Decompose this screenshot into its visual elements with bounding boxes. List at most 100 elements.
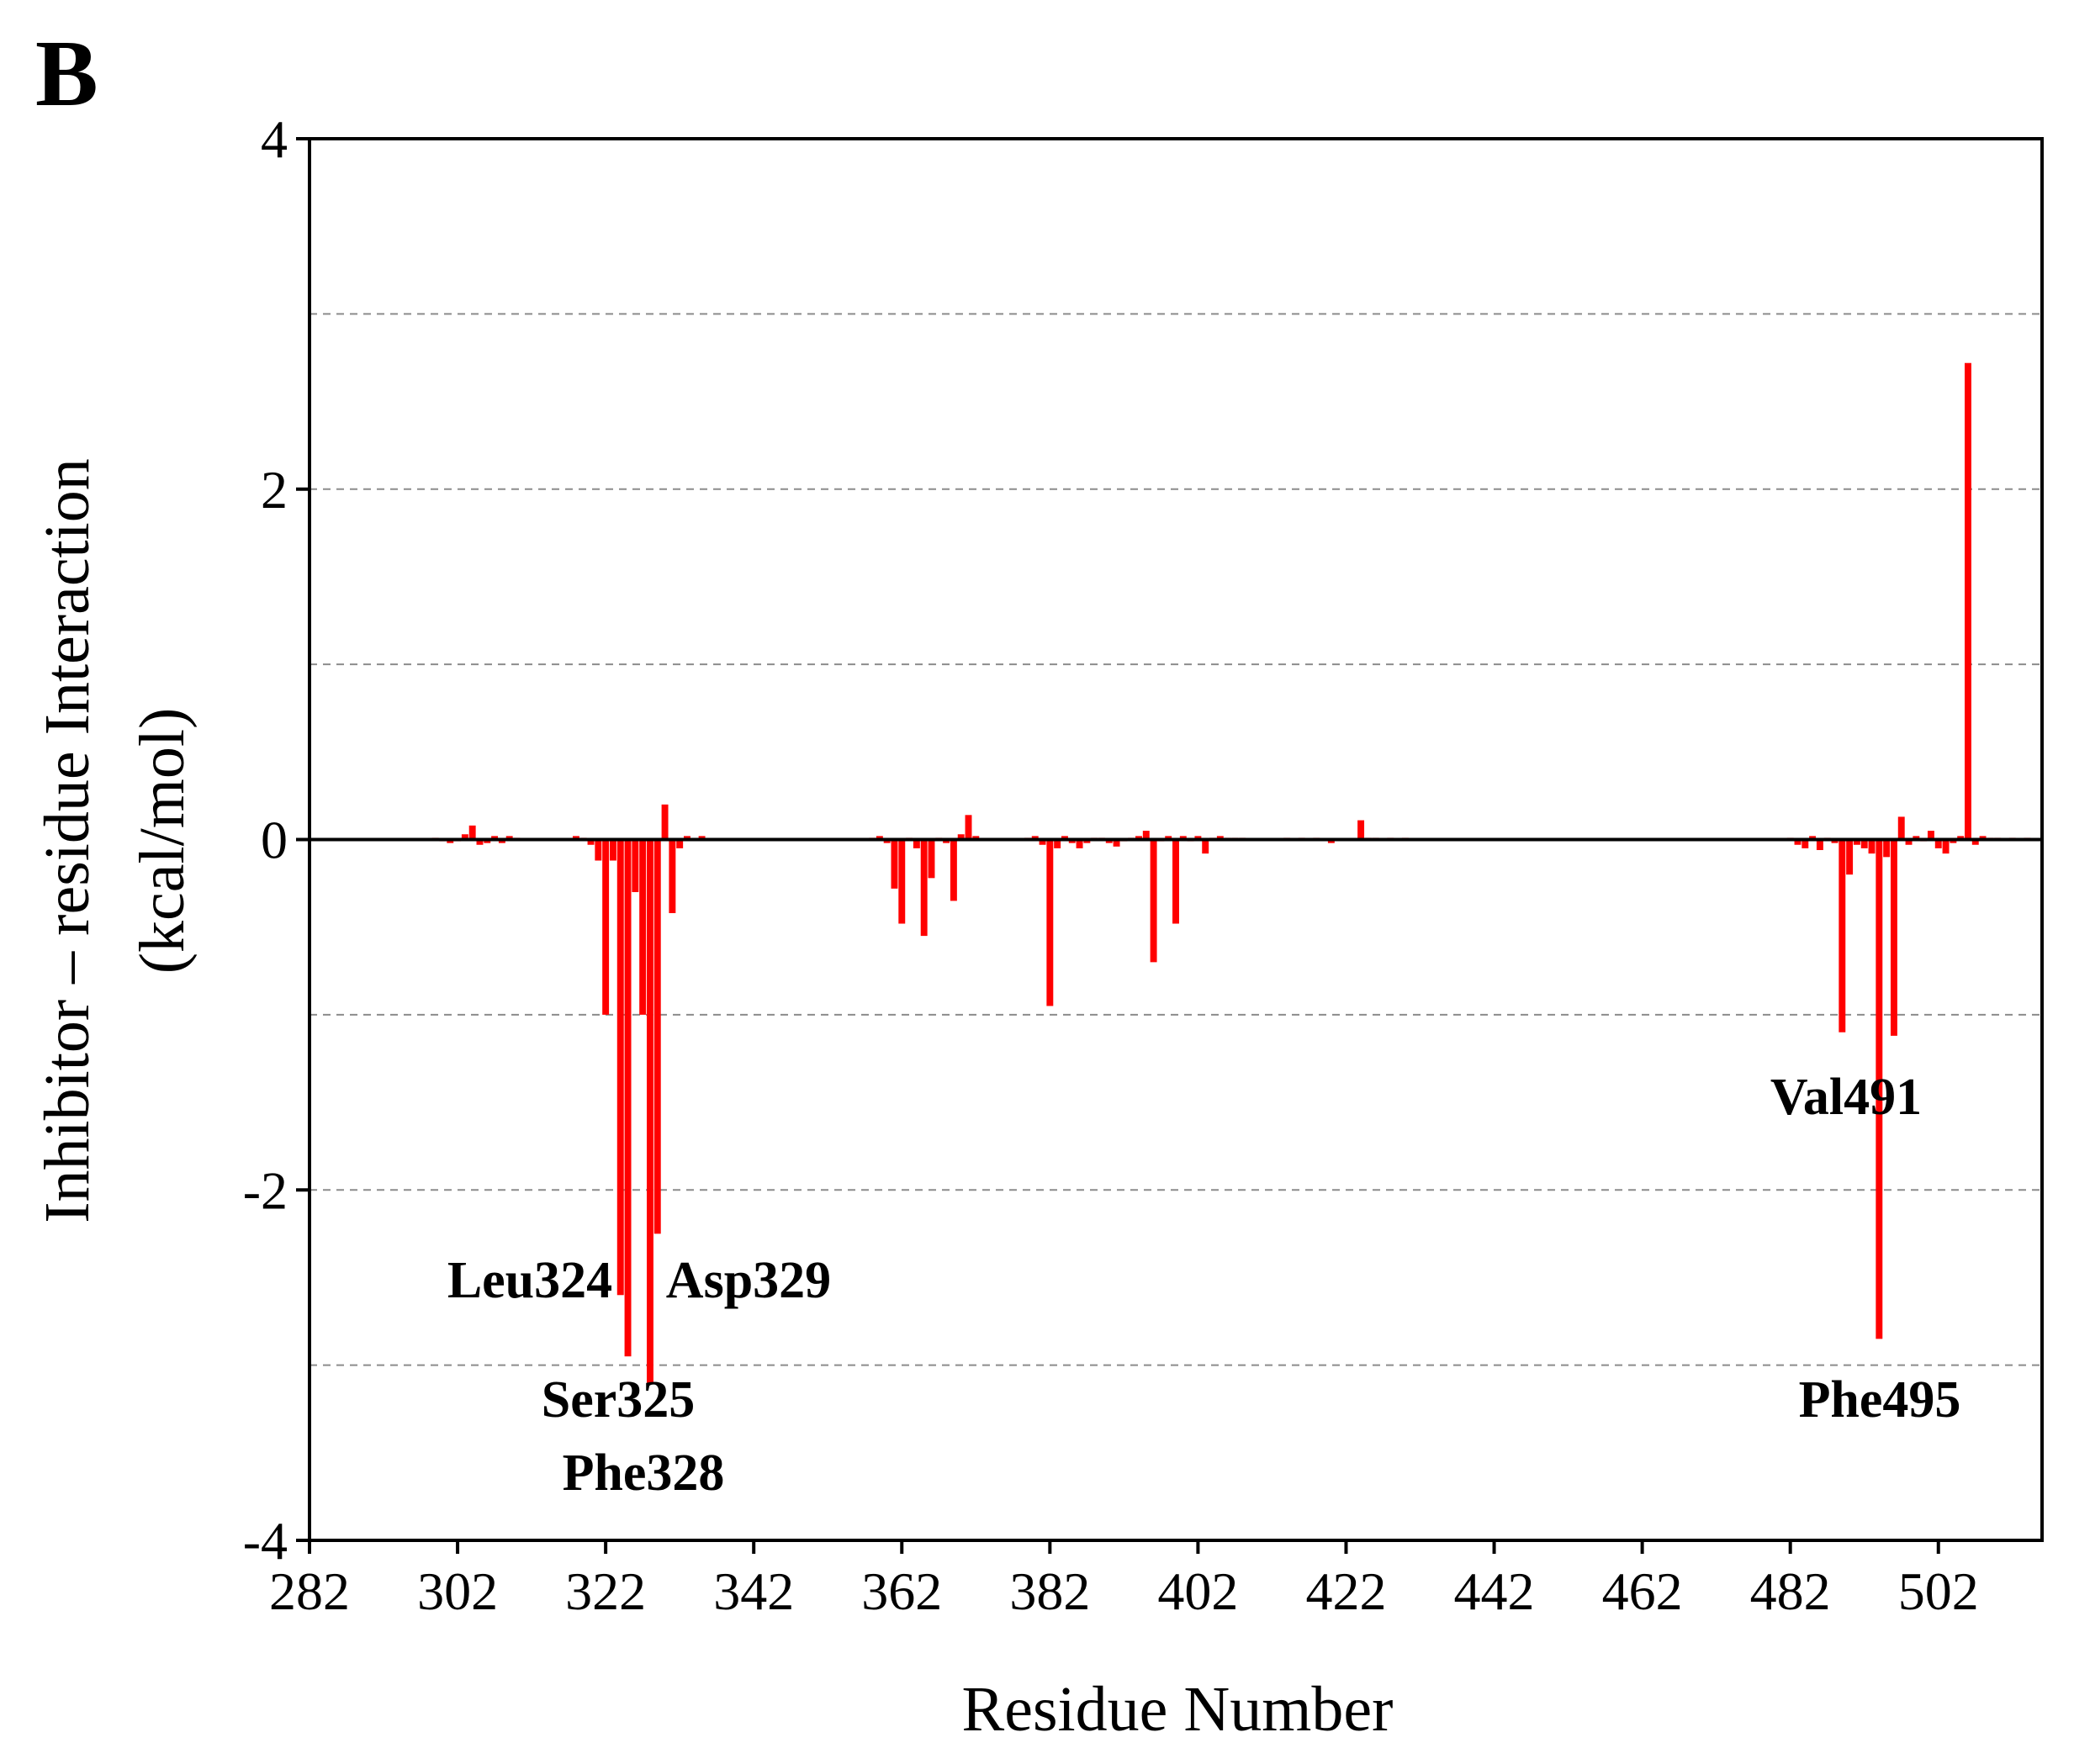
bar [1046, 839, 1054, 1006]
bar [1816, 839, 1823, 851]
y-tick-label: -4 [243, 1511, 288, 1571]
y-tick-label: 0 [261, 811, 288, 870]
bar [891, 839, 898, 889]
bar [1868, 839, 1876, 854]
bar [1883, 839, 1891, 858]
bar [965, 815, 972, 840]
x-tick-label: 442 [1454, 1561, 1535, 1621]
bar [1054, 839, 1061, 848]
x-tick-label: 462 [1602, 1561, 1683, 1621]
bar [1142, 831, 1150, 840]
bar [1216, 836, 1224, 840]
x-tick-label: 282 [269, 1561, 350, 1621]
x-tick-label: 482 [1750, 1561, 1831, 1621]
y-axis-title-line2: (kcal/mol) [127, 708, 198, 974]
bar [1039, 839, 1046, 845]
bar [684, 836, 690, 840]
x-tick-label: 402 [1157, 1561, 1238, 1621]
bar [632, 839, 639, 893]
bar [913, 839, 920, 848]
x-axis-title: Residue Number [962, 1674, 1394, 1745]
bar [876, 836, 883, 840]
bar [972, 836, 980, 840]
x-tick-label: 342 [713, 1561, 794, 1621]
bar [1957, 836, 1965, 840]
bar [602, 839, 610, 1015]
bar [950, 839, 957, 901]
bar [1897, 816, 1905, 840]
bar [447, 839, 454, 843]
x-axis: 282 302 322 342 362 382 402 422 442 462 482 502 [269, 1540, 1979, 1621]
residue-label: Val491 [1770, 1069, 1922, 1126]
x-tick-label: 502 [1898, 1561, 1979, 1621]
bar [1202, 839, 1209, 854]
bar [639, 839, 647, 1015]
bar [609, 839, 616, 861]
bar [698, 836, 706, 840]
bar [1105, 839, 1113, 843]
bar [646, 839, 653, 1383]
panel-letter: B [35, 22, 98, 126]
bar [505, 836, 513, 840]
bar [943, 839, 950, 843]
bar [920, 839, 928, 937]
bar [676, 839, 684, 848]
bars [431, 362, 2031, 1383]
bar [898, 839, 906, 924]
bar [1076, 839, 1083, 848]
bar [883, 839, 891, 843]
bar [1135, 836, 1142, 840]
grid-lines [310, 313, 2042, 1366]
bar [1876, 839, 1883, 1339]
x-tick-label: 362 [861, 1561, 942, 1621]
bar [1083, 839, 1091, 843]
bar [1846, 839, 1854, 875]
residue-label: Phe495 [1799, 1371, 1961, 1429]
bar [1831, 839, 1839, 843]
bar [928, 839, 935, 879]
y-axis-title-line1: Inhibitor – residue Interaction [32, 458, 103, 1223]
bar [468, 825, 476, 840]
y-tick-label: 4 [261, 109, 288, 169]
bar [1794, 839, 1802, 845]
bar [1913, 836, 1920, 840]
bar [661, 804, 669, 840]
x-tick-label: 322 [565, 1561, 646, 1621]
residue-label: Leu324 [447, 1252, 612, 1309]
residue-label: Phe328 [563, 1444, 725, 1502]
y-tick-label: 2 [261, 460, 288, 520]
residue-label: Ser325 [542, 1371, 696, 1429]
bar [1194, 836, 1202, 840]
bar [1971, 839, 1979, 845]
bar [1979, 836, 1987, 840]
bar [491, 836, 499, 840]
x-tick-label: 382 [1009, 1561, 1090, 1621]
bar [1357, 820, 1365, 840]
bar [476, 839, 484, 845]
bar [1965, 362, 1971, 840]
x-tick-label: 422 [1305, 1561, 1386, 1621]
bar [461, 834, 468, 840]
bar [616, 839, 624, 1296]
bar [1934, 839, 1942, 848]
bar [1927, 831, 1934, 840]
bar [1853, 839, 1860, 845]
bar [484, 839, 491, 843]
bar [1809, 836, 1817, 840]
bar [1860, 839, 1868, 848]
bar [587, 839, 595, 845]
bar [1172, 839, 1179, 924]
y-tick-label: -2 [243, 1160, 288, 1220]
bar [1031, 836, 1039, 840]
bar [1179, 836, 1187, 840]
bar [624, 839, 632, 1357]
bar [1327, 839, 1335, 843]
bar [1165, 836, 1172, 840]
bar [1890, 839, 1897, 1036]
bar [1950, 839, 1957, 843]
bar [1942, 839, 1950, 854]
y-axis: 4 2 0 -2 -4 [243, 109, 310, 1571]
bar [1839, 839, 1846, 1033]
bar [572, 836, 579, 840]
